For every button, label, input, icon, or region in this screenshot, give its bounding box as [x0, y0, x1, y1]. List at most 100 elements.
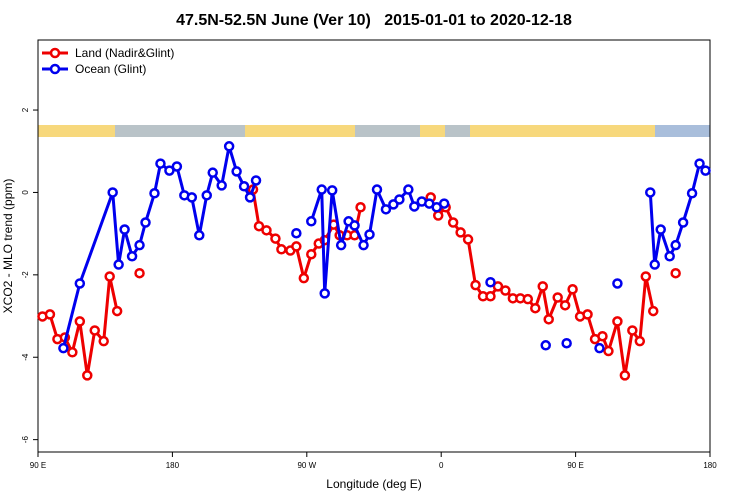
data-point: [291, 241, 302, 252]
data-point: [207, 167, 218, 178]
data-point: [537, 281, 548, 292]
data-point: [649, 259, 660, 270]
y-tick-label: 0: [21, 190, 30, 195]
data-point: [355, 202, 366, 213]
data-point: [149, 188, 160, 199]
data-point: [291, 227, 302, 239]
data-point: [619, 370, 631, 381]
legend-marker: [49, 63, 61, 75]
data-point: [500, 285, 511, 296]
data-point: [627, 325, 638, 336]
data-point: [432, 210, 444, 221]
data-point: [194, 230, 205, 241]
data-point: [223, 141, 235, 152]
x-tick-label: 90 E: [30, 461, 46, 470]
y-tick-label: -6: [21, 436, 30, 444]
data-point: [171, 161, 183, 172]
data-point: [326, 185, 338, 196]
legend-marker: [49, 47, 61, 59]
data-point: [677, 217, 689, 228]
data-point: [164, 165, 175, 176]
data-point: [694, 158, 705, 169]
series-line: [61, 144, 707, 349]
data-point: [111, 305, 123, 317]
data-point: [107, 187, 118, 198]
data-point: [238, 181, 250, 192]
data-point: [670, 239, 681, 251]
data-point: [655, 224, 666, 235]
data-point: [634, 335, 646, 347]
data-point: [462, 234, 474, 245]
data-point: [98, 335, 109, 347]
data-point: [134, 239, 145, 251]
land-ocean-band: [38, 125, 710, 137]
data-point: [645, 187, 656, 198]
data-point: [470, 279, 481, 291]
data-point: [82, 370, 93, 381]
series-line: [43, 190, 676, 376]
data-point: [670, 267, 681, 279]
data-point: [485, 277, 496, 288]
data-point: [567, 284, 578, 295]
data-point: [522, 293, 534, 305]
ocean-strip: [115, 125, 245, 137]
data-point: [349, 220, 360, 231]
legend-label: Ocean (Glint): [75, 62, 146, 76]
data-point: [540, 340, 551, 351]
data-point: [640, 271, 652, 282]
data-point: [485, 291, 496, 302]
data-point: [364, 229, 375, 240]
data-point: [316, 184, 327, 195]
data-point: [552, 292, 563, 303]
data-point: [492, 281, 504, 292]
data-point: [216, 180, 227, 191]
x-tick-label: 90 E: [567, 461, 583, 470]
data-point: [58, 342, 69, 354]
data-point: [134, 267, 145, 279]
ocean-strip: [355, 125, 420, 137]
data-point: [74, 316, 86, 327]
chart-title: 47.5N-52.5N June (Ver 10) 2015-01-01 to …: [176, 12, 572, 29]
data-point: [559, 300, 571, 311]
data-point: [409, 201, 420, 212]
data-point: [686, 188, 698, 199]
data-point: [270, 233, 281, 244]
data-point: [140, 217, 151, 228]
data-point: [244, 192, 256, 203]
data-point: [126, 251, 138, 262]
data-point: [113, 259, 124, 270]
y-tick-label: 2: [21, 107, 30, 112]
data-point: [276, 244, 287, 255]
x-tick-label: 0: [439, 461, 444, 470]
data-point: [594, 342, 605, 354]
data-point: [380, 204, 392, 215]
data-point: [104, 271, 115, 282]
x-tick-label: 90 W: [297, 461, 316, 470]
data-point: [298, 272, 310, 284]
data-point: [543, 314, 554, 325]
y-tick-label: -4: [21, 353, 30, 361]
data-point: [403, 184, 414, 195]
data-point: [44, 309, 56, 320]
x-tick-label: 180: [166, 461, 180, 470]
data-point: [119, 224, 130, 235]
data-point: [201, 190, 212, 201]
plot-frame: [37, 39, 711, 453]
data-point: [394, 194, 405, 205]
data-point: [664, 251, 675, 262]
data-point: [231, 166, 242, 177]
data-point: [306, 248, 317, 260]
data-point: [74, 278, 86, 289]
ocean-strip: [445, 125, 470, 137]
data-point: [455, 227, 466, 238]
data-point: [700, 165, 711, 176]
data-point: [253, 220, 265, 232]
y-axis-label: XCO2 - MLO trend (ppm): [1, 179, 15, 314]
data-point: [186, 192, 198, 203]
data-point: [358, 239, 369, 251]
data-point: [335, 239, 347, 251]
data-point: [438, 198, 450, 209]
data-point: [603, 345, 614, 357]
